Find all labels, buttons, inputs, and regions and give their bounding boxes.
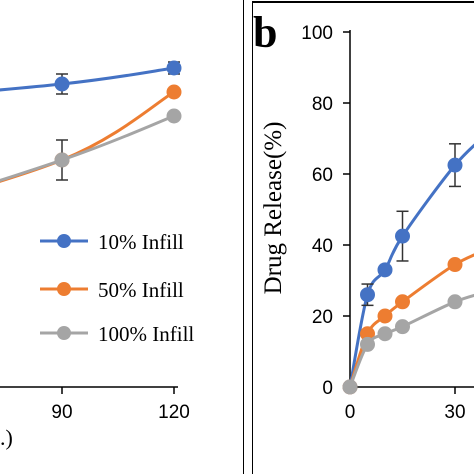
legend-marker (57, 326, 71, 340)
series-line (0, 66, 175, 92)
data-point (360, 336, 375, 352)
data-point (377, 308, 393, 324)
legend-label: 10% Infill (98, 230, 184, 254)
data-point (166, 60, 182, 76)
data-point (395, 228, 410, 244)
legend-item-10-infill: 10% Infill (40, 230, 184, 254)
data-point (395, 294, 410, 310)
series-line (0, 114, 175, 183)
x-tick-label: 120 (158, 402, 190, 423)
legend-item-50-infill: 50% Infill (40, 278, 184, 302)
data-point (395, 319, 410, 335)
panel-b-frame (252, 1, 474, 474)
data-point (377, 262, 393, 278)
x-tick-label: 30 (444, 402, 465, 423)
data-point (360, 287, 375, 303)
x-tick-label: 90 (51, 402, 72, 423)
y-tick-label: 80 (312, 94, 333, 115)
panel-a-chart: 90 120 .) (0, 0, 244, 474)
data-point (447, 257, 463, 273)
y-tick-label: 60 (312, 165, 333, 186)
data-point (166, 84, 182, 100)
legend-label: 50% Infill (98, 278, 184, 302)
legend-marker (57, 234, 71, 248)
data-point (377, 326, 393, 342)
data-point (166, 108, 182, 124)
x-tick-label: 0 (345, 402, 356, 423)
panel-b-y-axis-label: Drug Release(%) (260, 122, 287, 295)
data-point (54, 76, 70, 92)
legend-label: 100% Infill (98, 322, 194, 346)
panel-b-chart: b 0 20 40 60 80 100 0 30 Drug Release(%) (252, 1, 474, 474)
y-tick-label: 40 (312, 236, 333, 257)
panel-a-x-axis-label: .) (0, 425, 13, 450)
data-point (54, 152, 70, 168)
y-tick-label: 100 (301, 23, 333, 44)
data-point (447, 157, 463, 173)
data-point (342, 379, 358, 395)
legend: 10% Infill 50% Infill 100% Infill (40, 230, 194, 346)
y-tick-label: 20 (312, 307, 333, 328)
data-point (447, 294, 463, 310)
data-point (360, 326, 375, 342)
legend-marker (57, 282, 71, 296)
panel-b-letter: b (253, 8, 277, 57)
legend-item-100-infill: 100% Infill (40, 322, 194, 346)
series-line (0, 90, 175, 183)
y-tick-label: 0 (322, 378, 333, 399)
